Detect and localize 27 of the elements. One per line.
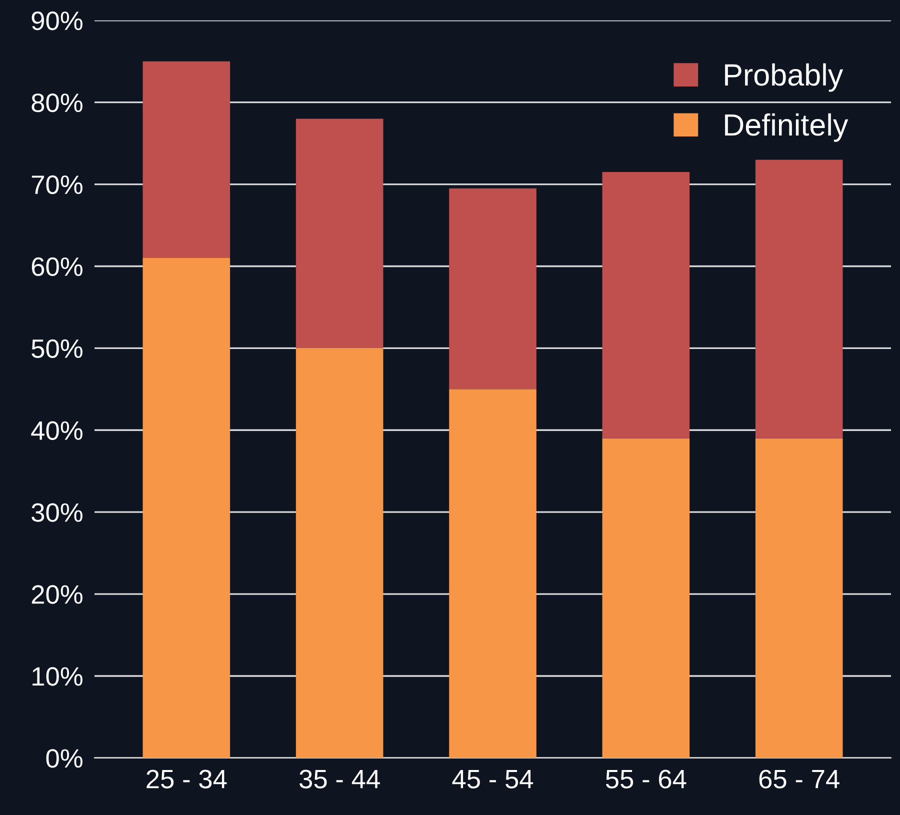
- x-tick-label: 45 - 54: [452, 770, 534, 788]
- y-tick-label: 60%: [32, 257, 82, 276]
- x-tick-label: 65 - 74: [759, 770, 840, 788]
- bar: [142, 258, 230, 758]
- y-tick-label: 70%: [32, 175, 82, 194]
- bar: [602, 172, 690, 438]
- y-tick-label: 20%: [32, 585, 82, 604]
- bar: [449, 188, 536, 390]
- y-tick-label: 90%: [32, 12, 82, 30]
- y-tick-label: 10%: [32, 667, 82, 686]
- bar: [296, 348, 384, 758]
- y-tick-label: 0%: [46, 749, 82, 768]
- y-tick-label: 40%: [31, 421, 82, 440]
- y-tick-label: 80%: [32, 93, 82, 112]
- x-tick-label: 25 - 34: [146, 770, 227, 788]
- legend-label: Probably: [725, 63, 844, 92]
- x-tick-label: 35 - 44: [300, 770, 380, 788]
- bar: [755, 438, 843, 758]
- bar: [142, 61, 230, 258]
- x-tick-label: 55 - 64: [606, 770, 686, 788]
- bar: [755, 160, 843, 438]
- bar: [296, 118, 384, 348]
- y-tick-label: 50%: [32, 339, 82, 358]
- y-tick-label: 30%: [32, 503, 82, 522]
- bar: [602, 438, 690, 758]
- legend-label: Definitely: [725, 113, 848, 142]
- bar: [449, 389, 536, 758]
